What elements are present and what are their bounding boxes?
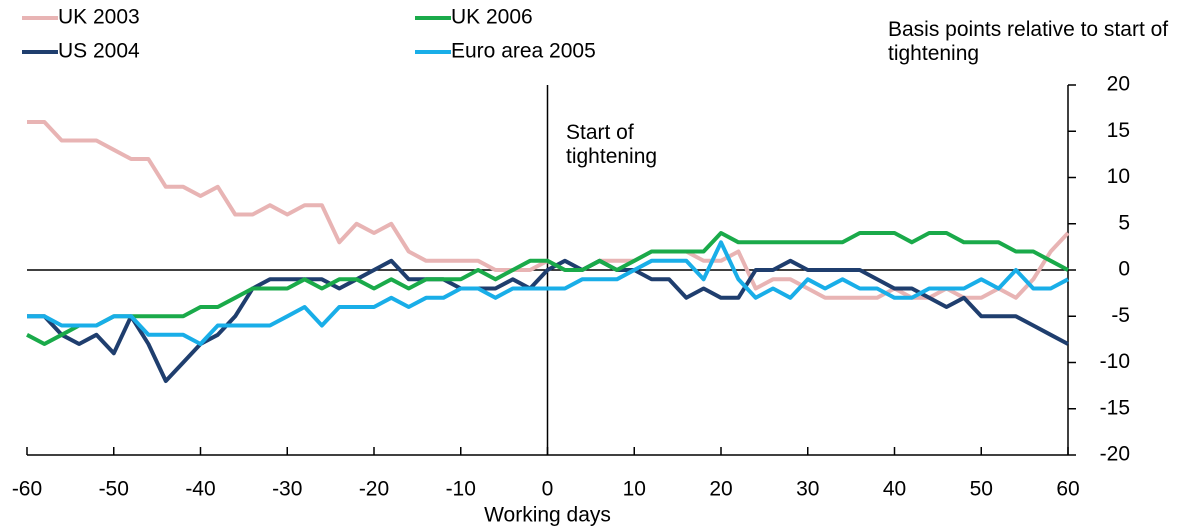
annotation: Start of tightening [566, 121, 658, 168]
x-axis-label: Working days [484, 504, 611, 527]
y-tick-label: 15 [1107, 119, 1130, 142]
x-tick-label: 10 [623, 478, 646, 501]
x-tick-label: 50 [970, 478, 993, 501]
legend-label: UK 2006 [451, 6, 533, 29]
y-tick-label: -5 [1111, 304, 1130, 327]
x-tick-label: 60 [1056, 478, 1079, 501]
x-tick-label: 40 [883, 478, 906, 501]
legend-label: US 2004 [58, 40, 140, 63]
y-tick-label: 20 [1107, 73, 1130, 96]
y-tick-label: 10 [1107, 165, 1130, 188]
x-tick-label: -30 [272, 478, 302, 501]
x-tick-label: 20 [709, 478, 732, 501]
x-tick-label: -50 [99, 478, 129, 501]
y-tick-label: -20 [1100, 443, 1130, 466]
y-tick-label: -10 [1100, 350, 1130, 373]
x-tick-label: -10 [446, 478, 476, 501]
y-axis-label: Basis points relative to start of tighte… [888, 18, 1169, 65]
series-line [27, 240, 1069, 346]
y-tick-label: -15 [1100, 396, 1130, 419]
y-tick-label: 0 [1118, 258, 1130, 281]
x-tick-label: -40 [185, 478, 215, 501]
series-line [26, 231, 1069, 346]
legend-label: UK 2003 [58, 6, 140, 29]
legend-label: Euro area 2005 [451, 40, 596, 63]
y-tick-label: 5 [1118, 211, 1130, 234]
x-tick-label: -60 [12, 478, 42, 501]
x-tick-label: 0 [542, 478, 554, 501]
x-tick-label: 30 [796, 478, 819, 501]
x-tick-label: -20 [359, 478, 389, 501]
